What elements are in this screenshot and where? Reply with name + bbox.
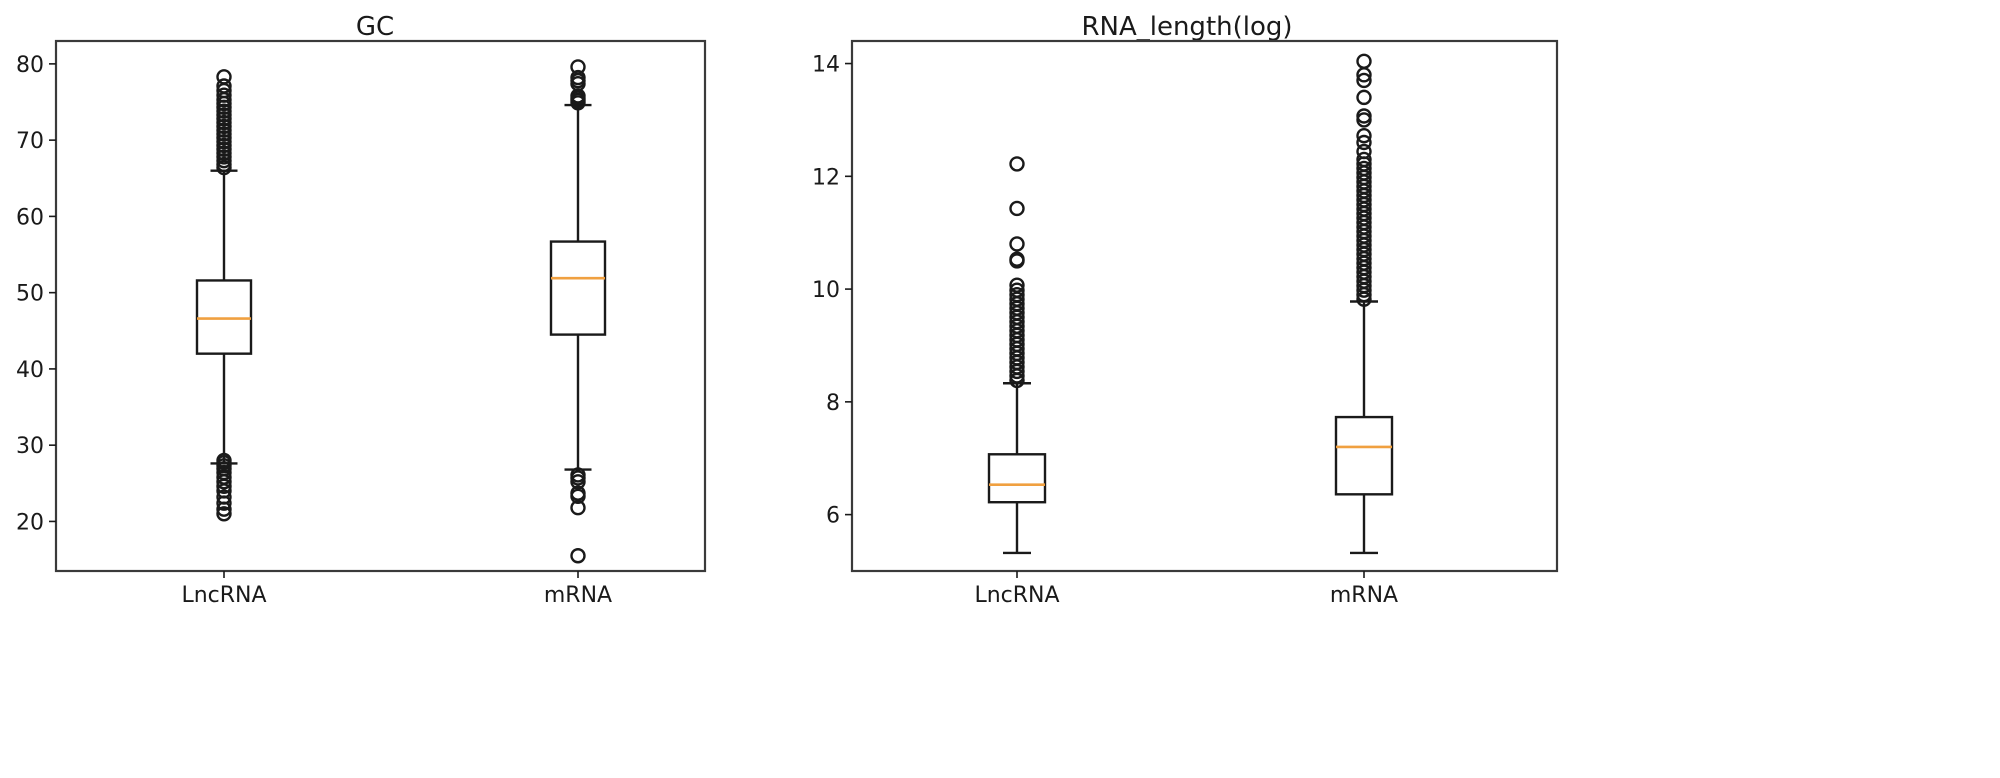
box-lncrna (987, 156, 1047, 555)
y-tick-label: 10 (812, 278, 840, 303)
chart-title: RNA_length(log) (1081, 12, 1292, 42)
y-tick-label: 14 (812, 53, 840, 78)
x-axis: LncRNA mRNA (181, 571, 612, 608)
y-tick-label: 20 (16, 510, 44, 535)
outlier-point (1009, 236, 1025, 252)
outlier-point (570, 500, 586, 516)
box-lncrna (195, 69, 253, 522)
outlier-point (216, 78, 232, 94)
outlier-point (1356, 143, 1372, 160)
outlier-point (570, 59, 586, 75)
x-tick-label: LncRNA (974, 583, 1059, 608)
outlier-point (1356, 89, 1372, 106)
y-axis: 20 30 40 50 60 70 80 (16, 53, 56, 535)
y-tick-label: 70 (16, 129, 44, 154)
outlier-point (216, 489, 232, 505)
plot-area (195, 59, 607, 564)
iqr-box (1334, 415, 1394, 496)
gc-boxplot-panel: GC 20 30 40 50 60 70 80 LncRNA mRNA (16, 12, 707, 608)
x-tick-label: LncRNA (181, 583, 266, 608)
outlier-point (1009, 156, 1025, 172)
outlier-point (1009, 287, 1025, 303)
y-tick-label: 6 (826, 504, 840, 529)
outlier-point (1356, 160, 1372, 177)
y-axis: 6 8 10 12 14 (812, 53, 852, 529)
y-tick-label: 40 (16, 358, 44, 383)
x-tick-label: mRNA (544, 583, 612, 608)
plot-area (987, 53, 1394, 555)
outlier-point (1009, 282, 1025, 298)
outlier-point (216, 506, 232, 522)
y-tick-label: 8 (826, 391, 840, 416)
outlier-point (570, 485, 586, 501)
outlier-point (216, 69, 232, 85)
x-axis: LncRNA mRNA (974, 571, 1398, 608)
chart-title: GC (356, 12, 394, 42)
plot-frame (850, 39, 1559, 573)
outlier-point (216, 452, 232, 469)
y-tick-label: 60 (16, 205, 44, 230)
outlier-point (1009, 277, 1025, 293)
x-tick-label: mRNA (1330, 583, 1398, 608)
outlier-point (570, 69, 586, 86)
outlier-point (1009, 251, 1025, 267)
rna-length-boxplot-panel: RNA_length(log) 6 8 10 12 14 LncRNA mRNA (812, 12, 1559, 608)
outlier-point (216, 87, 232, 103)
y-tick-label: 50 (16, 282, 44, 307)
y-tick-label: 30 (16, 434, 44, 459)
outlier-point (1356, 151, 1372, 168)
outlier-point (1356, 134, 1372, 151)
outlier-point (570, 548, 586, 564)
outlier-point (216, 469, 232, 485)
y-tick-label: 80 (16, 53, 44, 78)
iqr-box (549, 240, 607, 336)
outlier-point (570, 467, 586, 483)
iqr-box (195, 279, 253, 355)
y-tick-label: 12 (812, 165, 840, 190)
outlier-point (1356, 53, 1372, 69)
box-mrna (1334, 53, 1394, 555)
outlier-point (1009, 200, 1025, 217)
plot-frame (54, 39, 707, 573)
outlier-point (1356, 72, 1372, 89)
iqr-box (987, 453, 1047, 504)
outlier-point (1356, 128, 1372, 144)
box-mrna (549, 59, 607, 564)
outlier-point (1356, 108, 1372, 124)
